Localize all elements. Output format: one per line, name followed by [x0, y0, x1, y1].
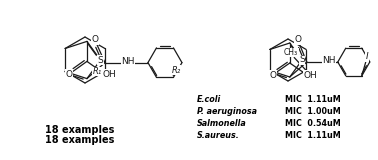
- Text: O: O: [294, 36, 301, 44]
- Text: MIC  1.00uM: MIC 1.00uM: [285, 108, 341, 116]
- Text: R₂: R₂: [172, 66, 181, 75]
- Text: E.coli: E.coli: [197, 96, 221, 104]
- Text: MIC  1.11uM: MIC 1.11uM: [285, 132, 341, 140]
- Text: S.aureus.: S.aureus.: [197, 132, 240, 140]
- Text: P. aeruginosa: P. aeruginosa: [197, 108, 257, 116]
- Text: CH₃: CH₃: [284, 48, 298, 57]
- Text: O: O: [65, 70, 73, 79]
- Text: 18 examples: 18 examples: [45, 125, 115, 135]
- Text: I: I: [366, 52, 368, 61]
- Text: NH: NH: [121, 57, 135, 66]
- Text: Salmonella: Salmonella: [197, 120, 247, 128]
- Text: OH: OH: [304, 71, 318, 80]
- Text: 18 examples: 18 examples: [45, 135, 115, 145]
- Text: R₁: R₁: [92, 67, 102, 76]
- Text: MIC  0.54uM: MIC 0.54uM: [285, 120, 341, 128]
- Text: O: O: [269, 71, 276, 80]
- Text: OH: OH: [102, 70, 116, 79]
- Text: NH: NH: [322, 56, 336, 65]
- Text: MIC  1.11uM: MIC 1.11uM: [285, 96, 341, 104]
- Text: O: O: [91, 35, 98, 44]
- Text: S: S: [98, 56, 103, 64]
- Text: S: S: [299, 56, 305, 64]
